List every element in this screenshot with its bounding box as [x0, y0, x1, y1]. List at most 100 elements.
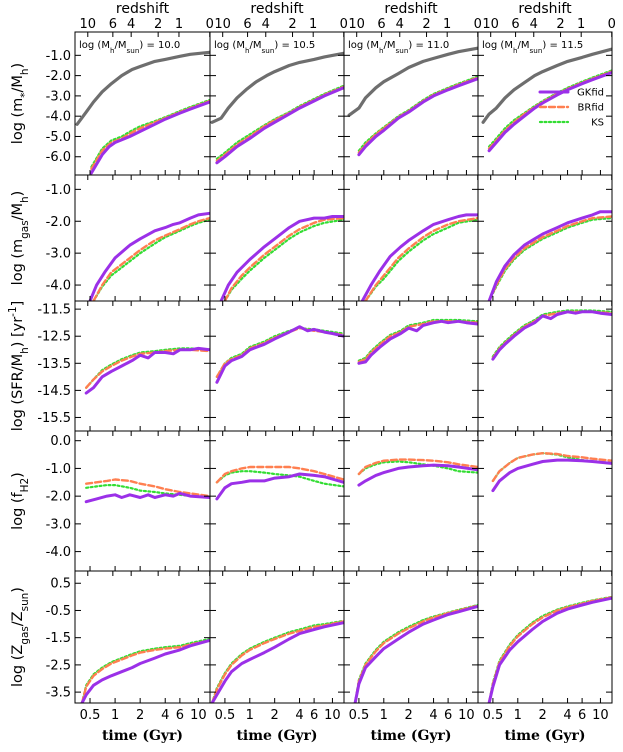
series-gk-line: [353, 604, 478, 703]
text-part: ): [10, 191, 26, 197]
x-tick-label: 10: [592, 708, 609, 723]
series-gk-line: [487, 596, 612, 703]
x-tick-label: 4: [161, 708, 169, 723]
series-gk-line: [491, 458, 612, 493]
panel-r4-c3: [343, 430, 479, 572]
subscript: h: [379, 46, 384, 55]
subscript: gas: [19, 220, 31, 238]
top-axis-label: redshift: [250, 1, 304, 17]
x-tick-label: 10: [458, 708, 475, 723]
text-part: ]: [10, 301, 26, 307]
top-tick-label: 4: [262, 17, 270, 32]
top-tick-label: 4: [396, 17, 404, 32]
panel-frame: [477, 430, 613, 572]
y-tick-label: -5.0: [46, 130, 71, 145]
series-ks-line: [215, 470, 344, 488]
series-br-line: [215, 465, 344, 484]
y-axis-label: log (mgas/Mh): [10, 191, 31, 286]
panel-r2-c4: [477, 174, 613, 302]
top-tick-label: 1: [577, 17, 585, 32]
figure-labels: log (m*/Mh)log (mgas/Mh)log (SFR/Mh) [yr…: [7, 1, 604, 744]
series-br-line: [80, 639, 210, 703]
x-tick-label: 10: [190, 708, 207, 723]
text-part: /M: [115, 40, 127, 51]
text-part: log (M: [482, 40, 513, 51]
x-axis-label: time (Gyr): [504, 728, 585, 744]
legend-entry: GKfid: [577, 88, 604, 99]
text-part: ) = 11.0: [408, 40, 449, 51]
top-tick-label: 0: [206, 17, 214, 32]
series-br-line: [85, 348, 210, 389]
y-tick-label: -4.0: [46, 545, 71, 560]
series-br-line: [357, 458, 478, 476]
x-tick-label: 6: [176, 708, 184, 723]
series-br-line: [487, 215, 612, 301]
y-tick-label: -1.5: [46, 631, 71, 646]
x-tick-label: 6: [578, 708, 586, 723]
series-gk-line: [487, 210, 612, 301]
text-part: log (m: [10, 98, 26, 145]
subscript: h: [19, 68, 31, 75]
panel-r2-c2: [209, 174, 345, 302]
top-axis-label: redshift: [116, 1, 170, 17]
text-part: log (SFR/M: [10, 354, 26, 431]
x-tick-label: 2: [136, 708, 144, 723]
top-tick-label: 6: [243, 17, 251, 32]
y-tick-label: -1.0: [46, 183, 71, 198]
panel-r5-c2: 0.5 1 2 4 6 10: [209, 570, 345, 723]
text-part: /M: [518, 40, 530, 51]
series-gk-line: [215, 472, 344, 501]
subscript: sun: [127, 46, 140, 55]
series-br-line: [210, 620, 344, 703]
x-tick-label: 2: [271, 708, 279, 723]
top-tick-label: 0: [608, 17, 616, 32]
x-tick-label: 0.5: [483, 708, 504, 723]
panel-halo-mass-label: log (Mh/Msun) = 11.5: [482, 40, 583, 55]
x-axis-label: time (Gyr): [236, 728, 317, 744]
series-ks-line: [92, 218, 210, 301]
subscript: sun: [262, 46, 275, 55]
top-tick-label: 2: [556, 17, 564, 32]
x-axis-label: time (Gyr): [102, 728, 183, 744]
legend-entry: BRfid: [578, 103, 604, 114]
series-ks-line: [491, 452, 612, 482]
top-tick-label: 10: [348, 17, 365, 32]
series-br-line: [92, 216, 210, 301]
y-tick-label: -2.0: [46, 215, 71, 230]
series-ks-line: [223, 218, 344, 301]
top-tick-label: 2: [154, 17, 162, 32]
text-part: /M: [250, 40, 262, 51]
text-part: /M: [384, 40, 396, 51]
subscript: h: [245, 46, 250, 55]
top-tick-label: 10: [214, 17, 231, 32]
text-part: log (M: [214, 40, 245, 51]
y-tick-label: -3.0: [46, 517, 71, 532]
y-axis-label: log (m*/Mh): [10, 63, 31, 144]
text-part: ): [10, 63, 26, 69]
series-br-line: [90, 99, 210, 171]
top-tick-label: 6: [377, 17, 385, 32]
series-ks-line: [364, 218, 478, 301]
series-gk-line: [84, 346, 210, 395]
series-gk-line: [215, 325, 344, 384]
text-part: /M: [10, 75, 26, 92]
x-tick-label: 1: [514, 708, 522, 723]
x-tick-label: 0.5: [80, 708, 101, 723]
panel-r5-c1: 0.5 -0.5 -1.5 -2.5 -3.5 0.5 1 2 4 6 10: [46, 570, 211, 723]
y-tick-label: -4.0: [46, 279, 71, 294]
series-br-line: [364, 216, 478, 301]
x-tick-label: 4: [563, 708, 571, 723]
subscript: h: [19, 196, 31, 203]
y-tick-label: -3.0: [46, 89, 71, 104]
panel-r4-c2: [209, 430, 345, 572]
panel-frame: [477, 300, 613, 432]
text-part: ) = 10.5: [274, 40, 315, 51]
legend: GKfid BRfid KS: [538, 88, 604, 129]
series-gk-line: [219, 215, 344, 301]
x-tick-label: 4: [295, 708, 303, 723]
text-part: /M: [10, 203, 26, 220]
top-tick-label: 0: [474, 17, 482, 32]
